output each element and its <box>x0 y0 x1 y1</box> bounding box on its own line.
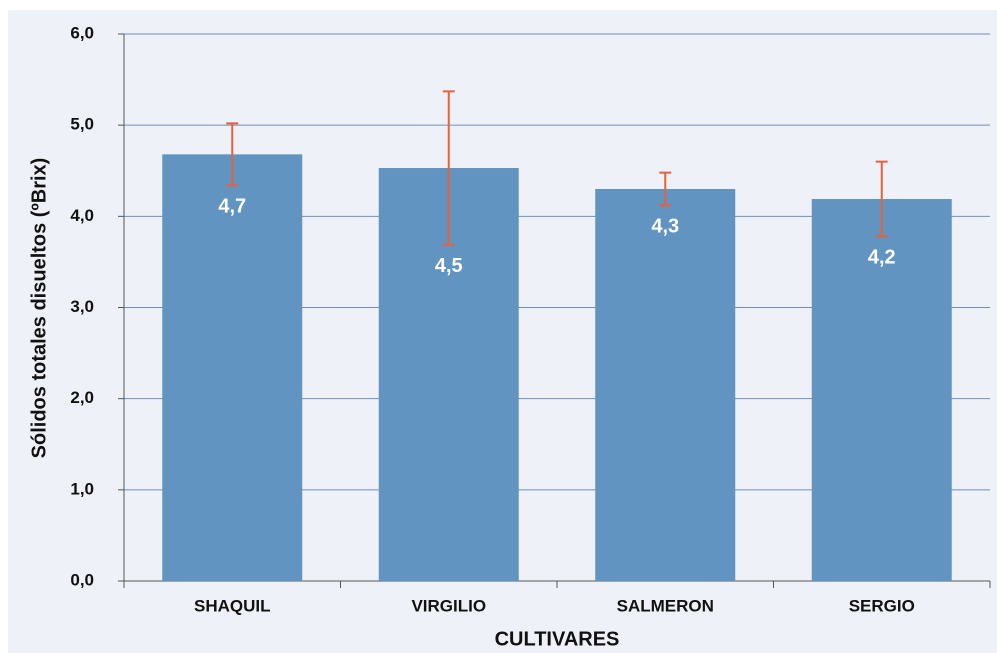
y-tick-label: 6,0 <box>70 23 94 42</box>
data-label: 4,5 <box>435 255 463 277</box>
x-axis-label: CULTIVARES <box>495 628 620 650</box>
error-bar <box>659 171 672 207</box>
y-tick-label: 5,0 <box>70 115 94 134</box>
x-tick-label: VIRGILIO <box>411 596 486 615</box>
x-tick-label: SERGIO <box>849 596 915 615</box>
error-bar <box>442 90 455 246</box>
y-tick-label: 3,0 <box>70 297 94 316</box>
bar <box>162 154 303 581</box>
bar <box>595 188 736 581</box>
x-tick-label: SALMERON <box>617 596 714 615</box>
error-bar <box>875 160 888 238</box>
data-label: 4,7 <box>218 196 246 218</box>
data-label: 4,2 <box>868 247 896 269</box>
y-tick-label: 1,0 <box>70 479 94 498</box>
y-tick-label: 0,0 <box>70 570 94 589</box>
data-label: 4,3 <box>651 216 679 238</box>
y-axis-label: Sólidos totales disueltos (ºBrix) <box>28 158 50 459</box>
x-tick-label: SHAQUIL <box>194 596 271 615</box>
y-tick-label: 4,0 <box>70 206 94 225</box>
error-bar <box>226 122 239 187</box>
y-tick-label: 2,0 <box>70 388 94 407</box>
bar <box>811 199 952 582</box>
